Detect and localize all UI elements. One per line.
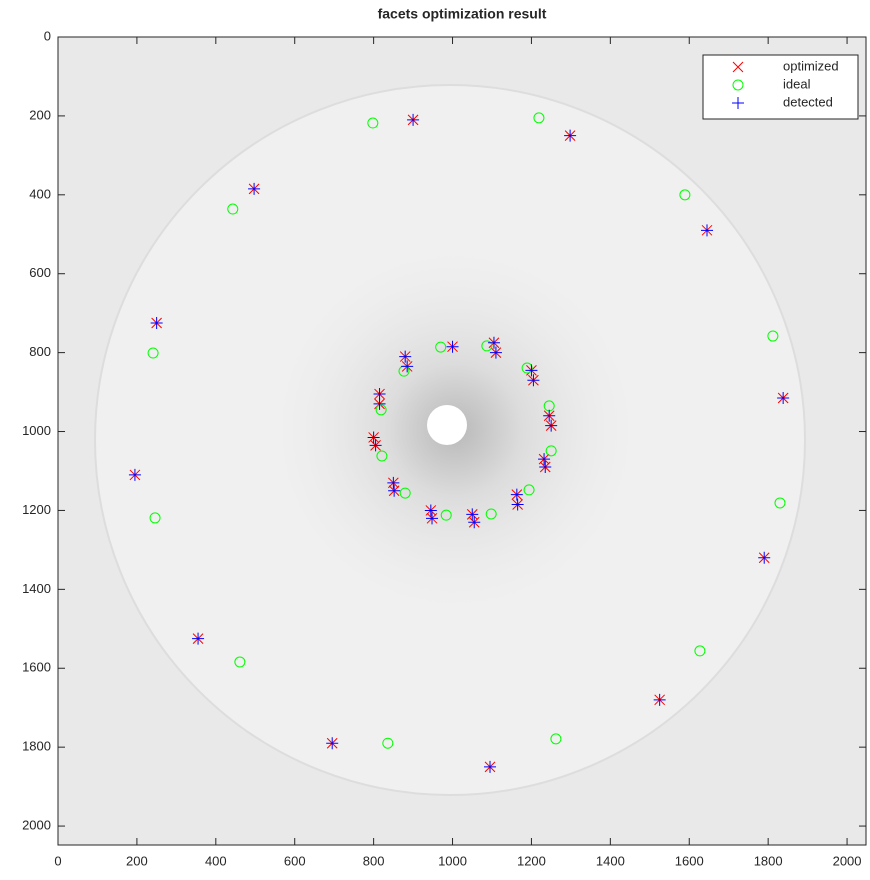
point bbox=[510, 488, 523, 501]
chart-title: facets optimization result bbox=[378, 6, 547, 22]
point bbox=[147, 347, 159, 359]
point bbox=[694, 645, 706, 657]
legend-label: ideal bbox=[783, 76, 811, 91]
beam-stop bbox=[427, 405, 467, 445]
point bbox=[484, 760, 497, 773]
point bbox=[774, 497, 786, 509]
point bbox=[545, 445, 557, 457]
y-tick-label: 200 bbox=[29, 107, 51, 122]
point bbox=[679, 189, 691, 201]
point bbox=[550, 733, 562, 745]
x-tick-label: 1400 bbox=[596, 853, 625, 868]
point bbox=[128, 468, 141, 481]
x-tick-label: 200 bbox=[126, 853, 148, 868]
y-tick-label: 2000 bbox=[22, 818, 51, 833]
x-tick-label: 0 bbox=[54, 853, 61, 868]
point bbox=[150, 317, 163, 330]
legend-label: detected bbox=[783, 94, 833, 109]
x-tick-label: 1200 bbox=[517, 853, 546, 868]
point bbox=[538, 453, 551, 466]
point bbox=[426, 512, 439, 525]
y-tick-label: 600 bbox=[29, 265, 51, 280]
x-tick-label: 1800 bbox=[754, 853, 783, 868]
y-tick-label: 1600 bbox=[22, 660, 51, 675]
point bbox=[485, 508, 497, 520]
x-tick-label: 1600 bbox=[675, 853, 704, 868]
point bbox=[192, 632, 205, 645]
point bbox=[376, 450, 388, 462]
point bbox=[511, 498, 524, 511]
point bbox=[149, 512, 161, 524]
point bbox=[545, 419, 558, 432]
point bbox=[387, 476, 400, 489]
point bbox=[367, 431, 380, 444]
point bbox=[653, 693, 666, 706]
x-tick-label: 600 bbox=[284, 853, 306, 868]
y-tick-label: 1400 bbox=[22, 581, 51, 596]
x-tick-label: 800 bbox=[363, 853, 385, 868]
point bbox=[367, 117, 379, 129]
point bbox=[489, 346, 502, 359]
point bbox=[543, 409, 556, 422]
point bbox=[326, 737, 339, 750]
point bbox=[525, 364, 538, 377]
y-tick-label: 800 bbox=[29, 344, 51, 359]
point bbox=[521, 362, 533, 374]
y-tick-label: 1200 bbox=[22, 502, 51, 517]
point bbox=[539, 461, 552, 474]
plot-frame bbox=[57, 36, 867, 846]
point bbox=[388, 484, 401, 497]
point bbox=[440, 509, 452, 521]
point bbox=[382, 737, 394, 749]
x-tick-label: 400 bbox=[205, 853, 227, 868]
legend-box bbox=[702, 54, 859, 120]
point bbox=[401, 360, 414, 373]
point bbox=[523, 484, 535, 496]
point bbox=[234, 656, 246, 668]
point bbox=[248, 182, 261, 195]
point bbox=[399, 487, 411, 499]
point bbox=[468, 516, 481, 529]
legend-label: optimized bbox=[783, 58, 839, 73]
point bbox=[481, 340, 493, 352]
point bbox=[487, 336, 500, 349]
legend-marker bbox=[732, 97, 744, 109]
point bbox=[701, 224, 714, 237]
point bbox=[373, 397, 386, 410]
point bbox=[375, 404, 387, 416]
x-tick-label: 2000 bbox=[833, 853, 862, 868]
y-tick-label: 1800 bbox=[22, 739, 51, 754]
y-tick-label: 1000 bbox=[22, 423, 51, 438]
point bbox=[527, 374, 540, 387]
x-tick-label: 1000 bbox=[438, 853, 467, 868]
point bbox=[466, 508, 479, 521]
point bbox=[399, 350, 412, 363]
point bbox=[758, 551, 771, 564]
legend-marker bbox=[732, 79, 744, 91]
point bbox=[533, 112, 545, 124]
point bbox=[227, 203, 239, 215]
point bbox=[369, 439, 382, 452]
point bbox=[424, 504, 437, 517]
y-tick-label: 400 bbox=[29, 186, 51, 201]
point bbox=[407, 113, 420, 126]
point bbox=[767, 330, 779, 342]
point bbox=[564, 129, 577, 142]
y-tick-label: 0 bbox=[44, 28, 51, 43]
point bbox=[777, 391, 790, 404]
legend-marker bbox=[732, 61, 744, 73]
point bbox=[446, 340, 459, 353]
point bbox=[435, 341, 447, 353]
